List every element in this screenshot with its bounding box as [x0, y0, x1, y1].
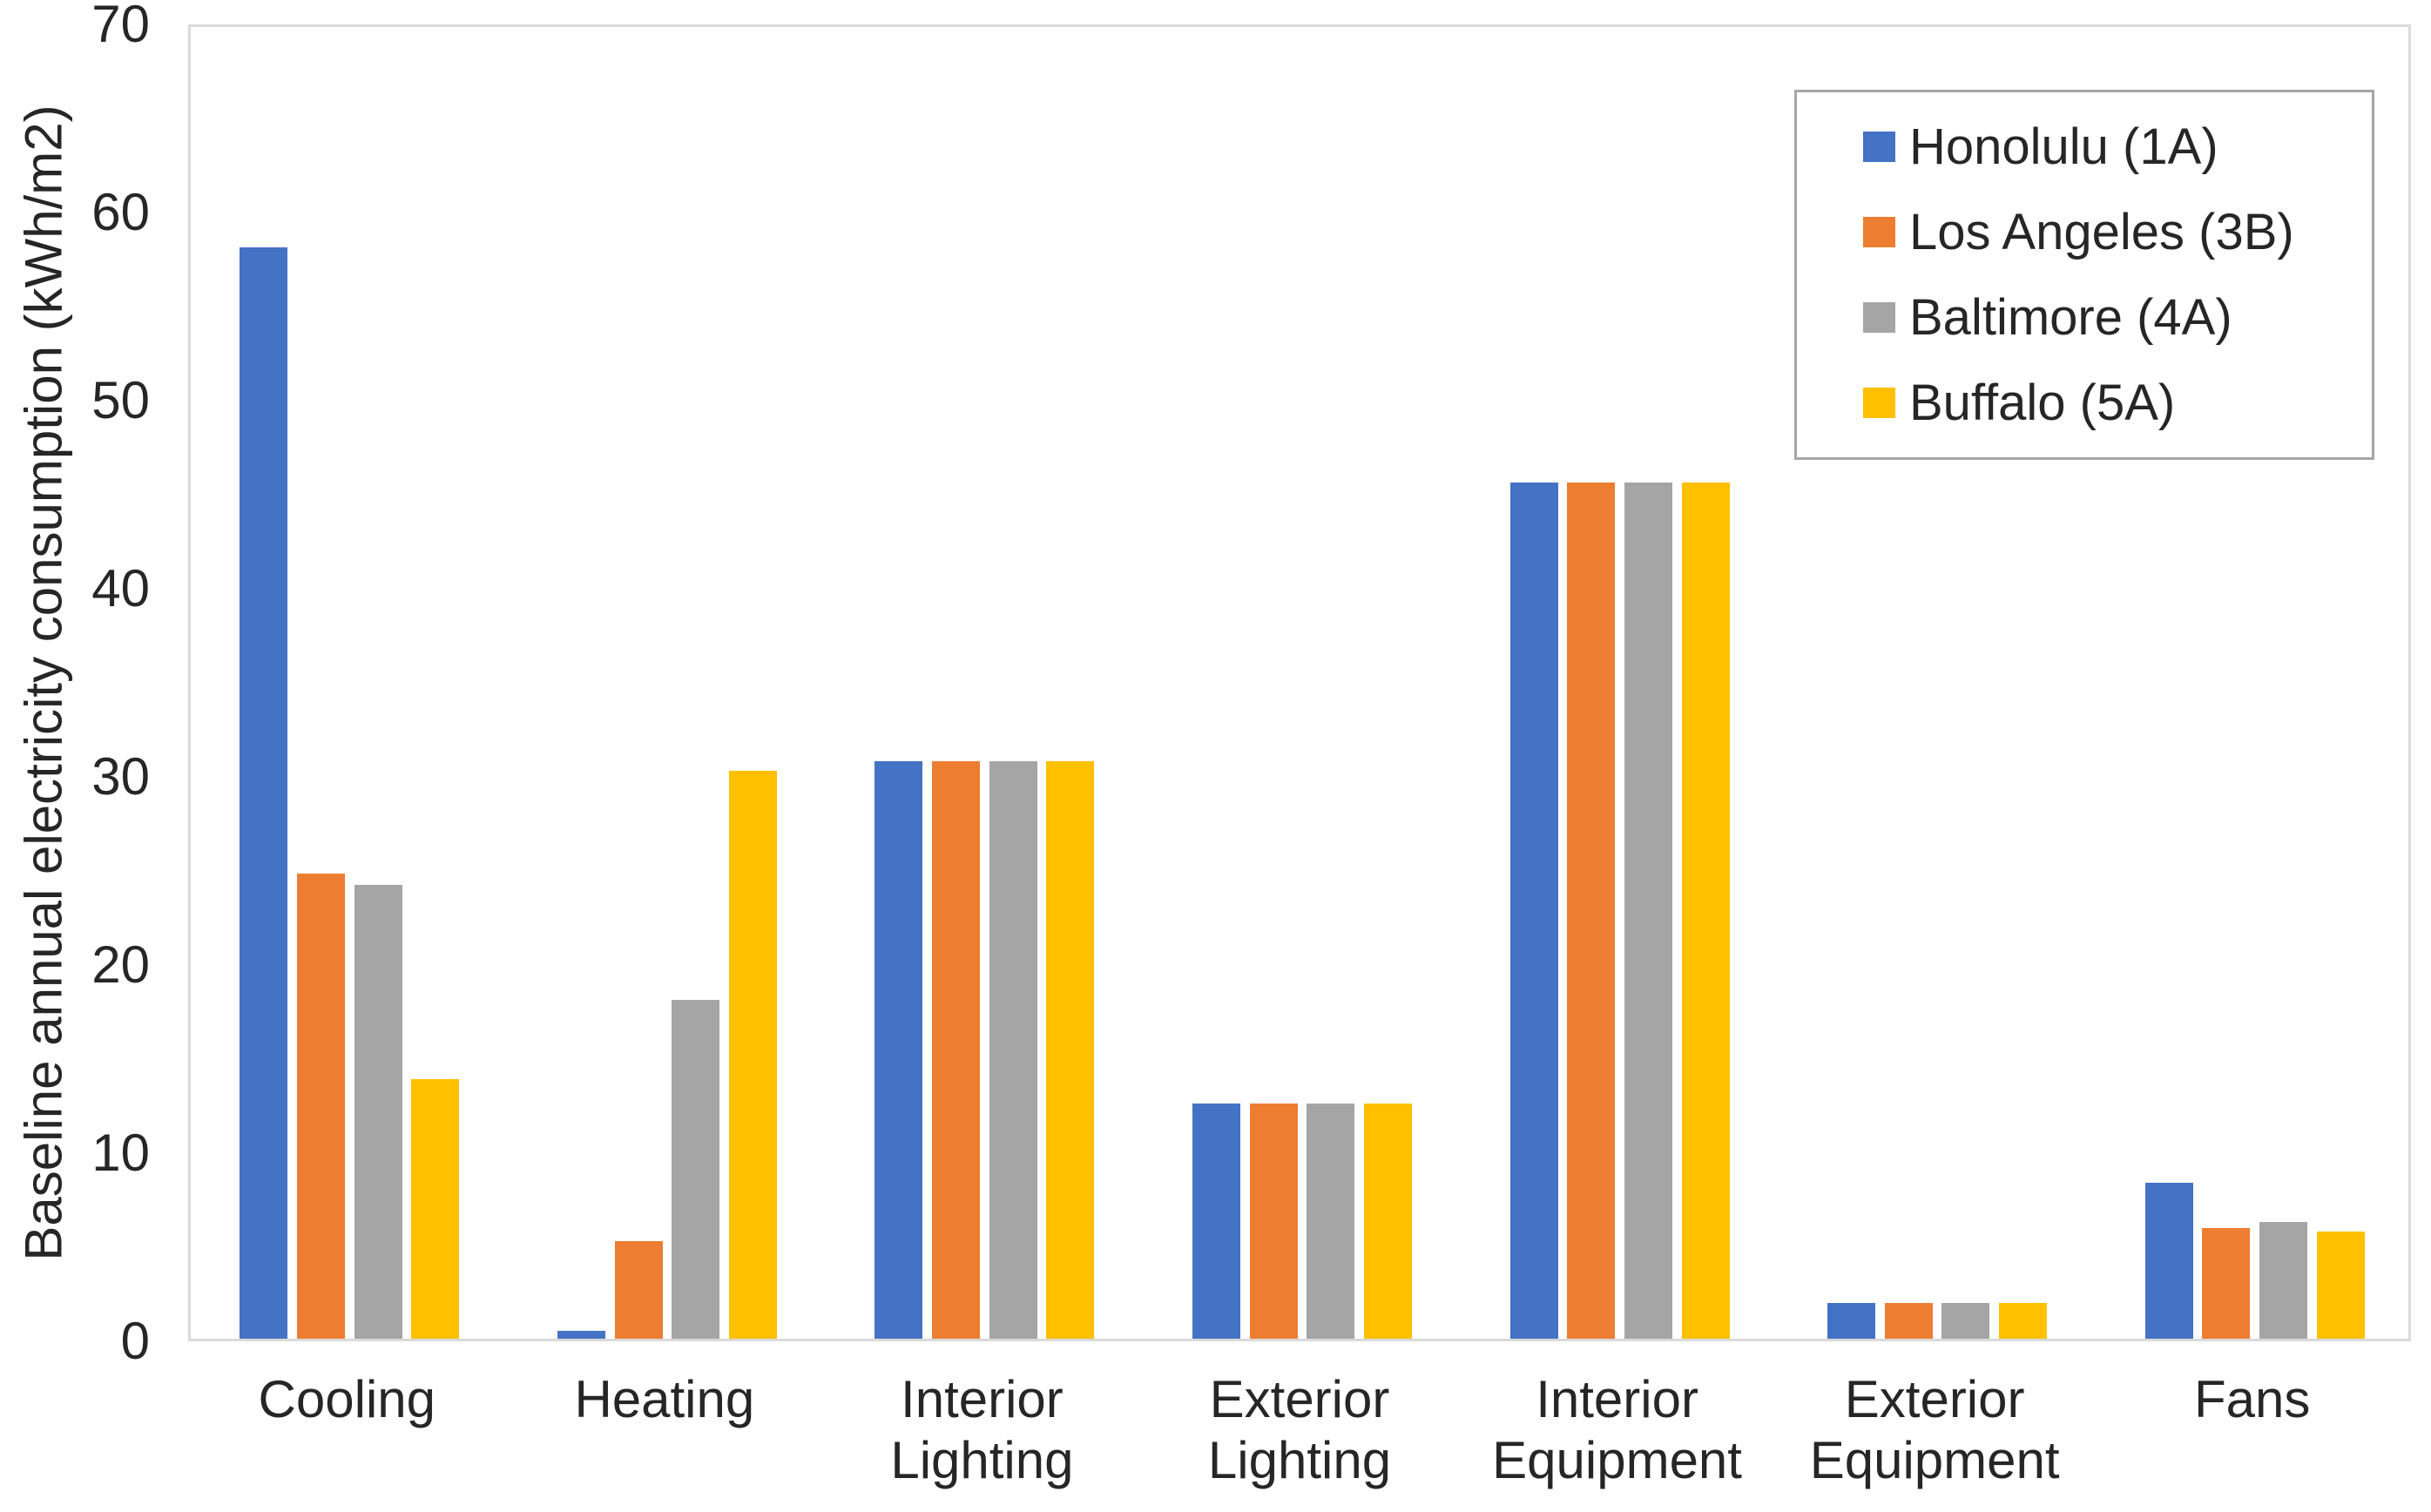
legend: Honolulu (1A) Los Angeles (3B) Baltimore (…	[1794, 90, 2374, 460]
x-category-label: Interior Equipment	[1492, 1370, 1742, 1489]
legend-swatch-icon	[1863, 301, 1895, 333]
legend-item: Baltimore (4A)	[1863, 288, 2372, 347]
bar-buffalo-5a-interior-equipment	[1681, 483, 1730, 1339]
bar-buffalo-5a-heating	[728, 770, 777, 1339]
bar-baltimore-4a-fans	[2259, 1222, 2308, 1339]
bar-los-angeles-3b-exterior-lighting	[1249, 1104, 1298, 1339]
bar-honolulu-1a-heating	[557, 1331, 605, 1339]
x-category-label: Heating	[574, 1370, 755, 1428]
bar-baltimore-4a-cooling	[354, 885, 402, 1339]
legend-label: Buffalo (5A)	[1909, 374, 2176, 431]
y-tick-label: 70	[91, 0, 150, 53]
legend-item: Honolulu (1A)	[1863, 118, 2372, 176]
bar-honolulu-1a-exterior-equipment	[1827, 1302, 1876, 1339]
x-category-label: Cooling	[258, 1370, 436, 1428]
y-axis-title: Baseline annual electricity consumption …	[14, 105, 73, 1261]
legend-swatch-icon	[1863, 217, 1895, 248]
bar-los-angeles-3b-interior-lighting	[932, 760, 981, 1339]
legend-item: Los Angeles (3B)	[1863, 203, 2372, 261]
legend-label: Baltimore (4A)	[1909, 288, 2232, 346]
y-tick-label: 10	[91, 1124, 150, 1182]
y-tick-label: 50	[91, 371, 150, 429]
bar-honolulu-1a-interior-lighting	[874, 760, 923, 1339]
bar-buffalo-5a-interior-lighting	[1046, 760, 1095, 1339]
bar-baltimore-4a-interior-equipment	[1624, 483, 1672, 1339]
bar-honolulu-1a-interior-equipment	[1509, 483, 1558, 1339]
bar-los-angeles-3b-fans	[2202, 1227, 2251, 1339]
bar-buffalo-5a-exterior-lighting	[1364, 1104, 1413, 1339]
bar-baltimore-4a-exterior-equipment	[1941, 1302, 1990, 1339]
y-tick-label: 0	[120, 1312, 150, 1370]
legend-label: Los Angeles (3B)	[1909, 204, 2294, 261]
x-category-label: Interior Lighting	[890, 1370, 1074, 1489]
legend-label: Honolulu (1A)	[1909, 118, 2218, 176]
y-tick-label: 60	[91, 183, 150, 241]
bar-honolulu-1a-fans	[2144, 1182, 2193, 1339]
y-tick-label: 30	[91, 747, 150, 806]
bar-baltimore-4a-interior-lighting	[989, 760, 1037, 1339]
legend-item: Buffalo (5A)	[1863, 374, 2372, 432]
bar-honolulu-1a-cooling	[240, 247, 288, 1339]
y-tick-label: 40	[91, 559, 150, 618]
bar-los-angeles-3b-exterior-equipment	[1884, 1302, 1933, 1339]
bar-buffalo-5a-exterior-equipment	[1999, 1302, 2048, 1339]
bar-los-angeles-3b-interior-equipment	[1567, 483, 1616, 1339]
legend-swatch-icon	[1863, 132, 1895, 163]
bar-baltimore-4a-exterior-lighting	[1307, 1104, 1355, 1339]
bar-buffalo-5a-fans	[2316, 1231, 2365, 1339]
x-category-label: Exterior Lighting	[1207, 1370, 1392, 1489]
bar-los-angeles-3b-cooling	[296, 874, 345, 1339]
bar-baltimore-4a-heating	[672, 1000, 720, 1339]
legend-swatch-icon	[1863, 387, 1895, 418]
bar-los-angeles-3b-heating	[614, 1240, 663, 1339]
y-tick-label: 20	[91, 935, 150, 994]
bar-buffalo-5a-cooling	[411, 1078, 460, 1339]
x-category-label: Fans	[2194, 1370, 2311, 1428]
x-category-label: Exterior Equipment	[1809, 1370, 2060, 1489]
bar-honolulu-1a-exterior-lighting	[1192, 1104, 1240, 1339]
